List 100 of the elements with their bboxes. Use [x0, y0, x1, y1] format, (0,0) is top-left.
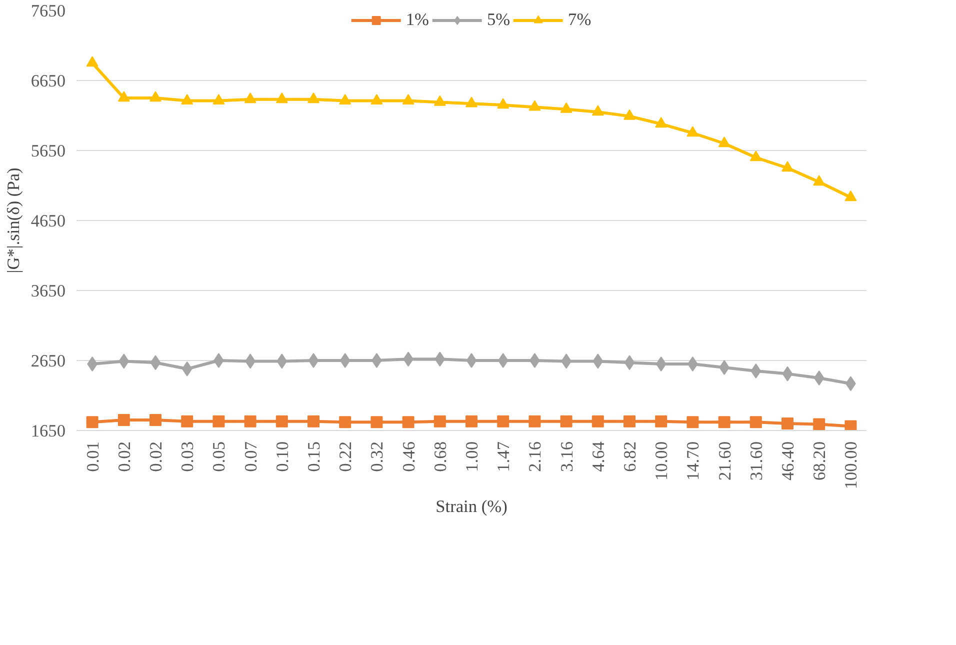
point — [340, 353, 350, 368]
point — [466, 415, 478, 428]
point — [656, 356, 666, 372]
x-tick-label: 31.60 — [746, 441, 766, 480]
x-tick-label: 0.46 — [399, 441, 418, 472]
point — [718, 416, 730, 428]
x-tick-label: 3.16 — [557, 441, 576, 472]
x-tick-label: 0.32 — [368, 441, 387, 472]
y-tick-label: 6650 — [30, 72, 66, 90]
point — [624, 415, 636, 428]
x-tick-label: 0.68 — [430, 441, 450, 472]
x-tick-label: 0.01 — [83, 441, 102, 472]
point — [750, 150, 762, 162]
point — [528, 100, 541, 111]
point — [814, 370, 824, 386]
point — [181, 415, 194, 428]
x-tick-label: 6.82 — [620, 441, 640, 472]
x-tick-label: 21.60 — [715, 441, 734, 480]
point — [308, 92, 320, 104]
point — [592, 354, 604, 369]
point — [370, 416, 383, 428]
point — [402, 416, 414, 428]
point — [686, 126, 699, 137]
point — [688, 356, 698, 372]
point — [686, 416, 699, 428]
point — [276, 92, 288, 104]
point — [498, 353, 508, 368]
point — [560, 415, 572, 428]
point — [214, 353, 224, 368]
point — [118, 91, 130, 102]
point — [844, 190, 857, 202]
point — [813, 175, 826, 186]
point — [308, 353, 319, 368]
point — [782, 418, 794, 430]
point — [339, 416, 352, 428]
x-tick-label: 0.02 — [114, 441, 134, 472]
point — [719, 360, 730, 375]
point — [372, 353, 382, 368]
x-tick-label: 0.07 — [241, 441, 260, 472]
point — [150, 414, 162, 426]
point — [592, 105, 604, 116]
legend-label: 1% — [406, 10, 429, 30]
point — [212, 415, 225, 428]
legend-label: 5% — [486, 10, 510, 30]
point — [118, 414, 130, 426]
x-tick-label: 0.02 — [146, 441, 166, 472]
x-axis-title: Strain (%) — [436, 497, 508, 516]
y-tick-label: 7650 — [30, 2, 66, 20]
point — [560, 102, 572, 113]
point — [592, 415, 604, 428]
point — [750, 416, 762, 428]
y-tick-label: 3650 — [30, 282, 66, 300]
point — [244, 92, 256, 104]
x-tick-label: 2.16 — [526, 441, 545, 472]
y-tick-label: 1650 — [30, 422, 66, 440]
x-tick-label: 100.00 — [842, 441, 861, 490]
point — [844, 420, 857, 430]
x-tick-label: 0.03 — [178, 441, 198, 472]
point — [276, 415, 288, 428]
point — [624, 109, 636, 120]
point — [718, 136, 730, 148]
point — [528, 415, 541, 428]
point — [86, 416, 98, 428]
point — [308, 415, 320, 428]
point — [181, 94, 194, 104]
x-tick-label: 1.00 — [462, 441, 482, 472]
x-tick-label: 0.10 — [272, 441, 292, 472]
point — [530, 353, 540, 368]
point — [813, 418, 826, 430]
y-tick-label: 5650 — [30, 142, 66, 160]
point — [276, 354, 288, 369]
point — [150, 91, 162, 102]
point — [244, 415, 256, 428]
point — [370, 94, 383, 104]
point — [497, 98, 510, 109]
point — [182, 361, 192, 376]
x-tick-label: 0.05 — [210, 441, 229, 472]
point — [87, 356, 98, 372]
point — [118, 354, 130, 369]
y-tick-label: 4650 — [30, 212, 66, 230]
x-tick-label: 14.70 — [684, 441, 703, 480]
point — [750, 364, 762, 378]
legend-label: 7% — [568, 10, 592, 30]
point — [624, 355, 635, 370]
point — [434, 415, 446, 428]
point — [655, 415, 668, 428]
point — [339, 94, 352, 104]
point — [86, 56, 98, 67]
point — [466, 353, 477, 368]
point — [782, 161, 794, 172]
x-tick-label: 4.64 — [588, 441, 608, 472]
point — [782, 366, 793, 382]
x-tick-label: 46.40 — [778, 441, 798, 480]
point — [212, 94, 225, 104]
x-tick-label: 0.15 — [304, 441, 324, 472]
x-tick-label: 1.47 — [494, 441, 514, 472]
x-tick-label: 0.22 — [336, 441, 356, 472]
point — [655, 117, 668, 128]
point — [402, 94, 414, 104]
y-axis-title: |G*|.sin(δ) (Pa) — [4, 167, 23, 274]
